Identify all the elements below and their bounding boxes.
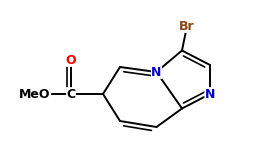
Text: C: C xyxy=(67,87,75,100)
Text: MeO: MeO xyxy=(19,87,51,100)
Text: O: O xyxy=(66,53,76,66)
Text: Br: Br xyxy=(179,20,195,32)
Text: N: N xyxy=(151,66,162,79)
Text: N: N xyxy=(205,87,215,100)
